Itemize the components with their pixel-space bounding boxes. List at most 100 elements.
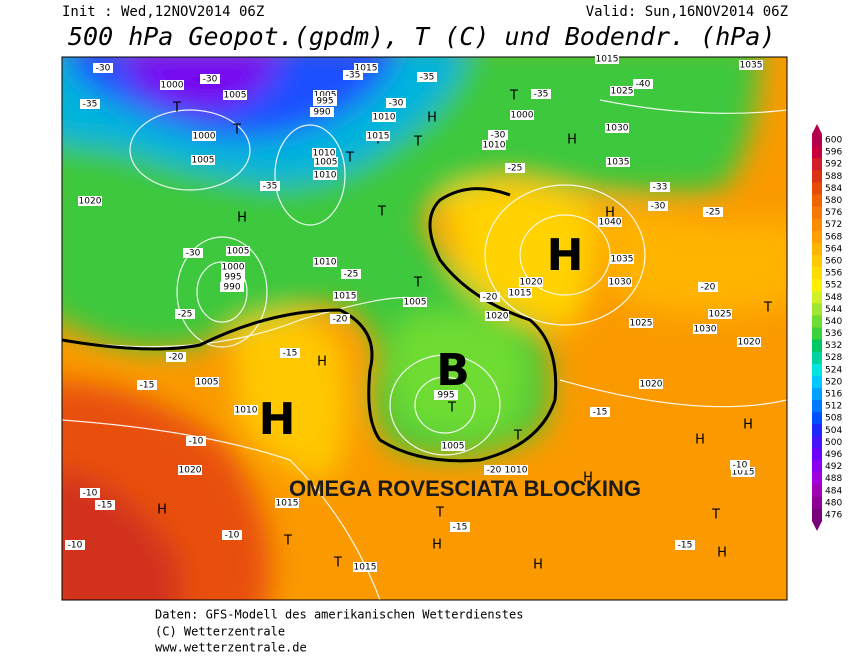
temperature-label: -15 [283,349,298,359]
label-box [313,90,337,100]
marker: T [447,401,456,416]
temperature-label: -25 [508,164,523,174]
legend-swatch [812,242,822,256]
label-box [450,522,470,532]
pressure-label: 1010 [235,406,258,416]
legend-swatch [812,291,822,304]
marker: H [717,546,727,561]
temperature-label: -30 [203,75,218,85]
legend-swatch [812,484,822,498]
legend-value: 584 [825,184,842,194]
marker: T [413,276,422,291]
marker: T [345,151,354,166]
pressure-label: 1020 [738,338,761,348]
legend-arrow-bottom [812,521,822,532]
footer-url: www.wetterzentrale.de [155,641,307,655]
legend-value: 524 [825,365,842,375]
label-box [434,390,458,400]
marker: T [513,429,522,444]
label-box [65,540,85,550]
legend-swatch [812,327,822,341]
label-box [221,272,245,282]
legend-value: 520 [825,377,842,387]
label-box [708,309,732,319]
label-box [166,352,186,362]
color-legend: 600 596 592 588 584 580 576 572 568 564 560 556 552 5… [812,123,842,532]
label-box [610,86,634,96]
legend-value: 476 [825,511,842,521]
temperature-label: -10 [68,541,83,551]
temperature-label: -10 [83,489,98,499]
legend-swatch [812,448,822,462]
marker: H [567,133,577,148]
label-box [531,89,551,99]
label-box [341,269,361,279]
temperature-label: -15 [98,501,113,511]
pressure-label: 995 [224,273,241,283]
label-box [510,110,534,120]
pressure-label: 1015 [596,55,619,65]
pressure-center: H [547,230,584,281]
pressure-label: 1040 [599,218,622,228]
label-box [633,79,653,89]
marker: H [157,503,167,518]
label-box [175,309,195,319]
legend-value: 532 [825,341,842,351]
temperature-label: -20 [483,293,498,303]
pressure-label: 1005 [224,91,247,101]
label-box [343,70,363,80]
marker: T [283,534,292,549]
label-box [78,196,102,206]
pressure-label: 1020 [486,312,509,322]
legend-swatch [812,170,822,183]
temperature-label: -35 [263,182,278,192]
temperature-label: -40 [636,80,651,90]
label-box [183,248,203,258]
legend-swatch [812,133,822,147]
legend-swatch [812,182,822,195]
label-box [366,131,390,141]
legend-swatch [812,279,822,292]
map-frame [61,56,788,601]
label-box [354,63,378,73]
isobars [62,99,787,600]
pressure-label: 1010 [314,171,337,181]
label-box [675,540,695,550]
marker: H [743,418,753,433]
temperature-label: -30 [651,202,666,212]
legend-value: 512 [825,402,842,412]
label-box [648,201,668,211]
temperature-label: -15 [678,541,693,551]
pressure-label: 1010 [483,141,506,151]
label-box [698,282,718,292]
label-box [260,181,280,191]
pressure-label: 1015 [367,132,390,142]
legend-swatch [812,315,822,328]
legend-swatch [812,146,822,159]
legend-value: 556 [825,269,842,279]
pressure-label: 1010 [313,149,336,159]
pressure-label: 1000 [193,132,216,142]
legend-swatch [812,400,822,413]
label-box [505,163,525,173]
label-box [480,292,500,302]
pressure-label: 1005 [227,247,250,257]
temperature-label: -35 [534,90,549,100]
temperature-label: -30 [389,99,404,109]
marker: H [427,111,437,126]
pressure-label: 1020 [79,197,102,207]
pressure-label: 1000 [222,263,245,273]
temperature-label: -33 [653,183,668,193]
label-box [693,324,717,334]
temperature-label: -20 [487,466,502,476]
legend-swatch [812,267,822,280]
label-box [372,112,396,122]
legend-swatch [812,412,822,425]
pressure-label: 1005 [404,298,427,308]
legend-swatch [812,254,822,268]
temperature-label: -30 [491,131,506,141]
legend-value: 564 [825,244,842,254]
marker: T [172,101,181,116]
